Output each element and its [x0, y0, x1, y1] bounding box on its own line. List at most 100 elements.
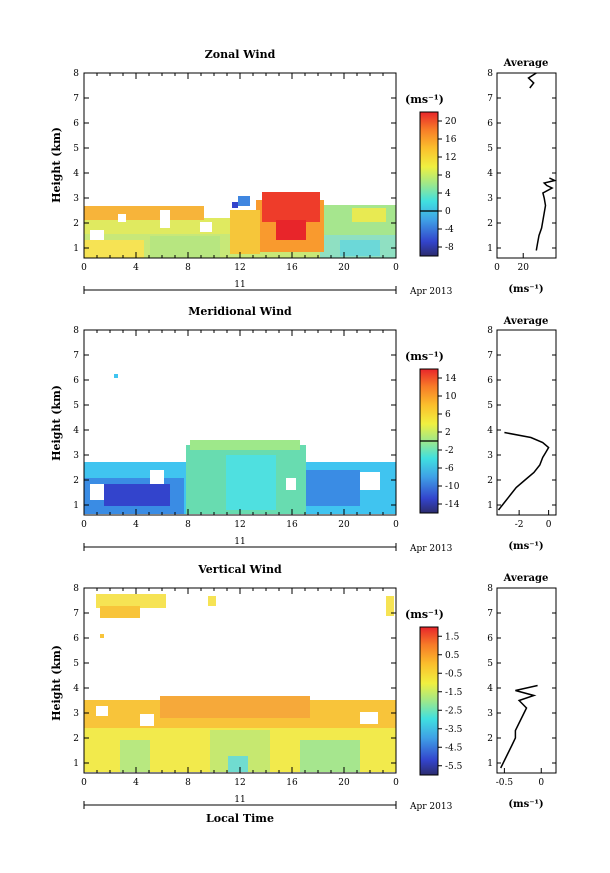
meridional-average: Average 1 2 3 4 5 6 7 8 -2 0 (ms⁻¹) — [487, 316, 557, 552]
zonal-xtick-label: 0 — [393, 263, 399, 273]
meridional-field-green-top — [190, 440, 300, 450]
meridional-average-ytick-label: 6 — [487, 376, 493, 386]
zonal-ytick-label: 6 — [73, 119, 79, 129]
vertical-average-xtick-label: 0 — [538, 778, 544, 788]
vertical-average-ytick-label: 8 — [487, 584, 493, 594]
zonal-average-yaxis: 1 2 3 4 5 6 7 8 — [487, 69, 556, 254]
zonal-colorbar-tick-label: 8 — [445, 171, 451, 181]
zonal-average-xtick-label: 0 — [494, 263, 500, 273]
zonal-average-ytick-label: 5 — [487, 144, 493, 154]
meridional-colorbar-ticks: 14 10 6 2 -2 -6 -10 -14 — [420, 374, 460, 510]
vertical-colorbar-unit: (ms⁻¹) — [405, 608, 444, 621]
meridional-field-gap-4 — [286, 478, 296, 490]
meridional-xtick-label: 4 — [133, 520, 139, 530]
vertical-colorbar-ticks: 1.5 0.5 -0.5 -1.5 -2.5 -3.5 -4.5 -5.5 — [438, 632, 463, 772]
zonal-field-blue-blob-2 — [232, 202, 238, 208]
vertical-average-ytick-label: 2 — [487, 734, 493, 744]
zonal-field-band-left — [84, 206, 204, 220]
zonal-ytick-label: 5 — [73, 144, 79, 154]
vertical-field-top-1 — [96, 594, 166, 608]
vertical-average-ytick-label: 4 — [487, 684, 493, 694]
zonal-field-gap-3 — [200, 222, 212, 232]
meridional-heatmap — [84, 374, 396, 514]
meridional-field-cyan-core — [226, 455, 276, 510]
zonal-xtick-label: 16 — [286, 263, 298, 273]
zonal-colorbar: (ms⁻¹) 20 16 12 8 4 0 -4 -8 — [405, 93, 457, 257]
meridional-ylabel: Height (km) — [50, 385, 63, 461]
zonal-ytick-label: 3 — [73, 194, 79, 204]
meridional-date-label: Apr 2013 — [409, 544, 453, 554]
zonal-ytick-label: 1 — [73, 244, 79, 254]
meridional-colorbar-tick-label: -2 — [445, 446, 454, 456]
vertical-heatmap — [84, 594, 396, 772]
zonal-ytick-label: 4 — [73, 169, 79, 179]
zonal-date-label: Apr 2013 — [409, 287, 453, 297]
vertical-ytick-label: 8 — [73, 584, 79, 594]
vertical-average-title: Average — [503, 573, 549, 584]
zonal-field-left-low — [84, 240, 144, 258]
zonal-xtick-label: 20 — [338, 263, 350, 273]
vertical-average-xlabel: (ms⁻¹) — [508, 799, 543, 810]
meridional-average-ytick-label: 2 — [487, 476, 493, 486]
meridional-y-axis: 1 2 3 4 5 6 7 8 — [73, 326, 396, 511]
vertical-average-line — [500, 684, 538, 769]
zonal-average-ytick-label: 1 — [487, 244, 493, 254]
zonal-field-mid-low — [150, 236, 220, 258]
meridional-field-speck — [114, 374, 118, 378]
meridional-average-ytick-label: 3 — [487, 451, 493, 461]
zonal-field-blue-blob — [238, 196, 250, 206]
vertical-colorbar-ramp — [419, 626, 439, 776]
zonal-day-label: 11 — [234, 280, 245, 290]
zonal-colorbar-tick-label: 12 — [445, 153, 456, 163]
vertical-field-gap-3 — [360, 712, 378, 724]
zonal-colorbar-ramp — [419, 111, 439, 257]
zonal-field-gap-2 — [160, 210, 170, 228]
vertical-colorbar-tick-label: -4.5 — [445, 743, 463, 753]
zonal-colorbar-tick-label: -8 — [445, 243, 454, 253]
vertical-colorbar: (ms⁻¹) 1.5 0.5 -0.5 -1.5 -2.5 -3.5 -4.5 -5.5 — [405, 608, 463, 776]
zonal-y-axis: 1 2 3 4 5 6 7 8 — [73, 69, 396, 254]
zonal-xtick-label: 0 — [81, 263, 87, 273]
meridional-ytick-label: 5 — [73, 401, 79, 411]
meridional-field-left-deep — [104, 484, 170, 506]
zonal-average-line — [527, 72, 557, 251]
vertical-xtick-label: 12 — [234, 778, 245, 788]
meridional-ytick-label: 3 — [73, 451, 79, 461]
vertical-average-ytick-label: 7 — [487, 609, 493, 619]
meridional-ytick-label: 7 — [73, 351, 79, 361]
meridional-colorbar-tick-label: 6 — [445, 410, 451, 420]
vertical-ylabel: Height (km) — [50, 645, 63, 721]
vertical-average-ytick-label: 6 — [487, 634, 493, 644]
zonal-colorbar-tick-label: 4 — [445, 189, 451, 199]
vertical-ytick-label: 4 — [73, 684, 79, 694]
zonal-field-core-2 — [276, 220, 306, 240]
meridional-ytick-label: 8 — [73, 326, 79, 336]
vertical-colorbar-tick-label: -0.5 — [445, 669, 463, 679]
vertical-average-ytick-label: 1 — [487, 759, 493, 769]
vertical-ytick-label: 6 — [73, 634, 79, 644]
zonal-x-axis: 0 4 8 12 16 20 0 — [81, 73, 399, 273]
meridional-average-yaxis: 1 2 3 4 5 6 7 8 — [487, 326, 556, 511]
zonal-average-ytick-label: 7 — [487, 94, 493, 104]
zonal-ytick-label: 8 — [73, 69, 79, 79]
vertical-field-orange-peak — [160, 696, 310, 718]
meridional-ytick-label: 6 — [73, 376, 79, 386]
vertical-xtick-label: 16 — [286, 778, 298, 788]
meridional-colorbar-unit: (ms⁻¹) — [405, 350, 444, 363]
zonal-xtick-label: 8 — [185, 263, 191, 273]
meridional-day-bar: 11 Apr 2013 — [83, 537, 453, 554]
zonal-average: Average 1 2 3 4 5 6 7 8 0 20 (ms⁻¹) — [487, 58, 557, 295]
vertical-xtick-label: 20 — [338, 778, 350, 788]
meridional-average-ytick-label: 5 — [487, 401, 493, 411]
meridional-average-xlabel: (ms⁻¹) — [508, 541, 543, 552]
meridional-average-xtick-label: -2 — [515, 520, 524, 530]
vertical-field-top-3 — [208, 596, 216, 606]
meridional-average-frame — [496, 329, 557, 516]
vertical-day-bar: 11 Apr 2013 — [83, 795, 453, 812]
vertical-colorbar-tick-label: -3.5 — [445, 725, 463, 735]
meridional-xtick-label: 0 — [81, 520, 87, 530]
